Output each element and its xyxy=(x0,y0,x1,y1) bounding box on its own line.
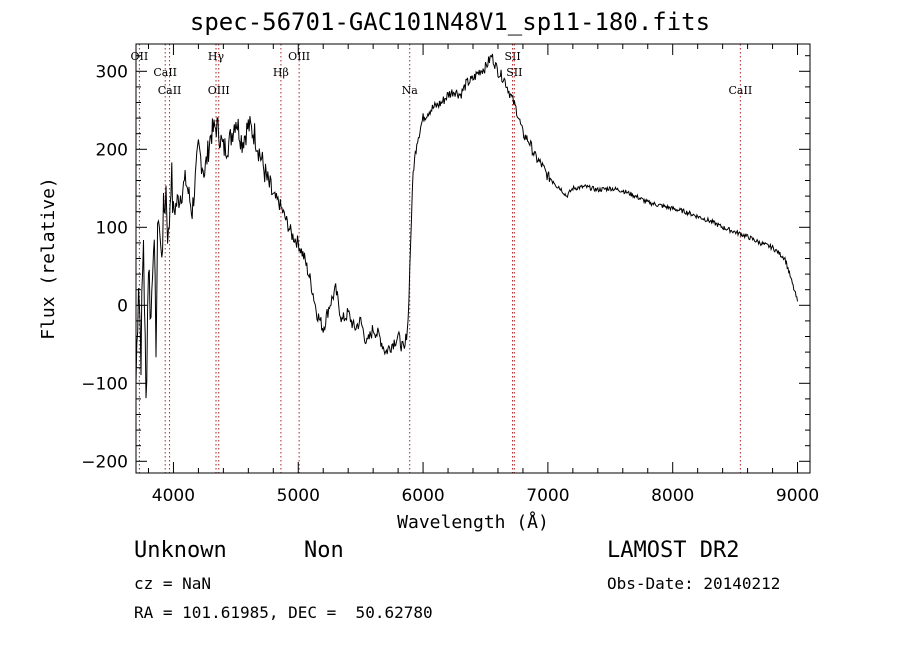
x-tick-label: 7000 xyxy=(526,486,569,506)
x-tick-label: 4000 xyxy=(152,486,195,506)
spectral-line-markers: OII CaII CaII Hγ OIII Hβ OIII Na SII SII CaII xyxy=(131,44,753,473)
y-tick-label: 300 xyxy=(96,62,128,82)
chart-title: spec-56701-GAC101N48V1_sp11-180.fits xyxy=(189,8,711,36)
coordinates-label: RA = 101.61985, DEC = 50.62780 xyxy=(134,603,433,622)
x-tick-label: 8000 xyxy=(651,486,694,506)
spectral-line-label-0: OII xyxy=(131,50,149,63)
y-tick-label: 200 xyxy=(96,140,128,160)
y-tick-label: −200 xyxy=(81,452,128,472)
x-tick-label: 6000 xyxy=(401,486,444,506)
x-tick-label: 9000 xyxy=(776,486,819,506)
redshift-label: cz = NaN xyxy=(134,574,212,593)
spectral-line-label-9: SII xyxy=(506,66,522,79)
spectral-line-label-6: OIII xyxy=(288,50,310,63)
y-axis-label: Flux (relative) xyxy=(38,177,59,340)
y-tick-label: 100 xyxy=(96,218,128,238)
spectral-line-label-7: Na xyxy=(402,84,419,97)
chart-text-layer: 4000 5000 6000 7000 8000 9000 −200 −100 0 100 200 3… xyxy=(38,62,819,533)
spectrum-line xyxy=(136,53,798,399)
obs-date-label: Obs-Date: 20140212 xyxy=(607,574,781,593)
object-type-label: Unknown xyxy=(134,538,227,563)
object-subtype-label: Non xyxy=(304,538,344,563)
spectrum-series-layer xyxy=(136,53,798,399)
x-axis-label: Wavelength (Å) xyxy=(397,511,549,533)
spectral-line-label-8: SII xyxy=(504,50,520,63)
chart-axes xyxy=(135,43,811,474)
spectral-line-label-4: OIII xyxy=(208,84,230,97)
spectral-line-label-10: CaII xyxy=(729,84,753,97)
y-tick-label: −100 xyxy=(81,374,128,394)
x-tick-label: 5000 xyxy=(277,486,320,506)
survey-label: LAMOST DR2 xyxy=(607,538,740,563)
spectral-line-label-3: Hγ xyxy=(208,50,225,63)
y-tick-label: 0 xyxy=(117,296,128,316)
spectral-line-label-5: Hβ xyxy=(273,66,289,79)
spectral-line-label-1: CaII xyxy=(153,66,177,79)
plot-frame xyxy=(135,43,811,474)
spectral-line-label-2: CaII xyxy=(158,84,182,97)
